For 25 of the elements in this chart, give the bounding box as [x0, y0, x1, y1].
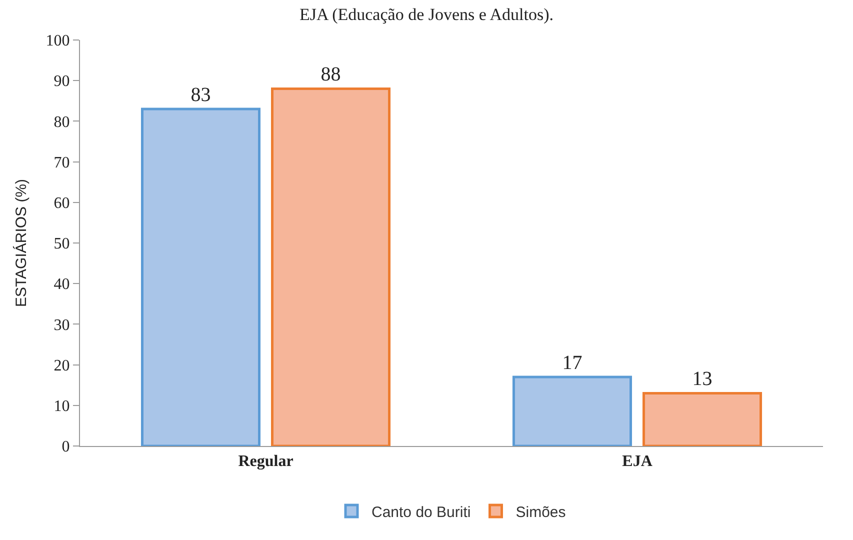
bar — [140, 108, 260, 446]
y-tick-label: 20 — [54, 357, 70, 374]
y-tick-label: 50 — [54, 236, 70, 253]
y-tick-label: 30 — [54, 316, 70, 334]
x-tick-label: EJA — [622, 453, 653, 470]
data-label: 83 — [190, 84, 211, 106]
data-label: 88 — [320, 64, 341, 86]
y-axis-title: ESTAGIÁRIOS (%) — [12, 178, 30, 308]
y-tick-label: 0 — [62, 438, 70, 456]
bar — [512, 376, 632, 446]
bar — [642, 392, 762, 446]
y-tick-label: 100 — [46, 32, 70, 50]
bar — [271, 87, 391, 446]
y-tick-label: 10 — [54, 398, 70, 415]
y-tick-label: 80 — [54, 114, 70, 131]
legend-label: Simões — [516, 504, 566, 521]
x-tick-label: Regular — [238, 453, 294, 470]
y-tick-label: 70 — [54, 154, 70, 172]
chart-title: EJA (Educação de Jovens e Adultos). — [300, 5, 554, 24]
data-label: 17 — [562, 352, 582, 374]
y-tick-label: 40 — [54, 276, 70, 294]
y-tick-label: 90 — [54, 73, 70, 90]
legend-label: Canto do Buriti — [372, 504, 471, 521]
y-tick-label: 60 — [54, 195, 70, 212]
data-label: 13 — [692, 368, 712, 390]
